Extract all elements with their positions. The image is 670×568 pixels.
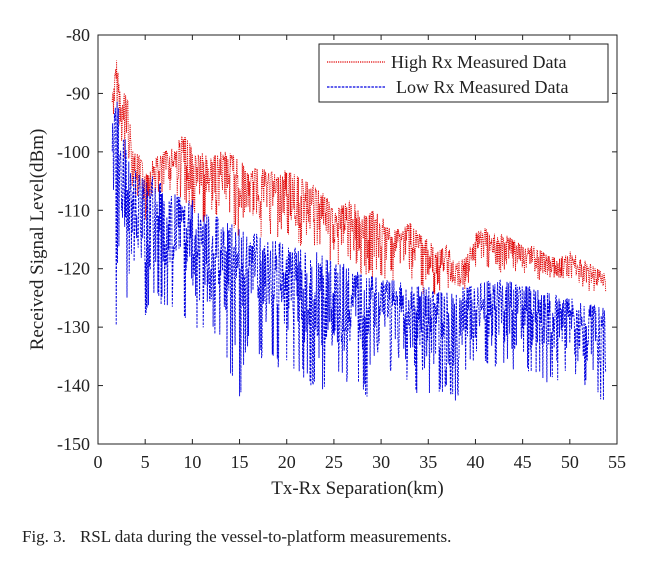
x-tick-label: 30 bbox=[372, 452, 390, 472]
y-tick-label: -130 bbox=[57, 317, 90, 337]
x-tick-label: 25 bbox=[325, 452, 343, 472]
y-tick-label: -110 bbox=[58, 200, 90, 220]
figure-caption: Fig. 3. RSL data during the vessel-to-pla… bbox=[22, 527, 451, 547]
legend: High Rx Measured Data Low Rx Measured Da… bbox=[318, 43, 609, 103]
y-tick-label: -90 bbox=[66, 83, 90, 103]
legend-label-high-rx: High Rx Measured Data bbox=[391, 52, 566, 72]
x-tick-label: 50 bbox=[561, 452, 579, 472]
x-axis-label: Tx-Rx Separation(km) bbox=[271, 478, 444, 499]
axis-ticks: 0 5 10 15 20 25 30 35 40 45 50 55 -80 -90 -100 -110 -120… bbox=[57, 25, 626, 472]
legend-box bbox=[318, 43, 609, 103]
x-tick-label: 45 bbox=[514, 452, 532, 472]
legend-label-low-rx: Low Rx Measured Data bbox=[396, 77, 568, 97]
x-tick-label: 35 bbox=[419, 452, 437, 472]
caption-text: RSL data during the vessel-to-platform m… bbox=[79, 527, 452, 546]
series-high-rx bbox=[111, 60, 607, 295]
x-tick-label: 40 bbox=[466, 452, 484, 472]
y-tick-label: -80 bbox=[66, 25, 90, 45]
chart-data-layer bbox=[111, 60, 607, 401]
x-tick-label: 0 bbox=[94, 452, 103, 472]
x-tick-label: 10 bbox=[183, 452, 201, 472]
y-tick-label: -150 bbox=[57, 434, 90, 454]
x-tick-label: 55 bbox=[608, 452, 626, 472]
y-axis-label: Received Signal Level(dBm) bbox=[27, 129, 48, 351]
y-tick-label: -140 bbox=[57, 376, 90, 396]
x-tick-label: 20 bbox=[278, 452, 296, 472]
series-low-rx bbox=[111, 101, 607, 401]
y-tick-label: -120 bbox=[57, 259, 90, 279]
caption-label: Fig. 3. bbox=[22, 527, 66, 546]
y-tick-label: -100 bbox=[57, 142, 90, 162]
rsl-chart: 0 5 10 15 20 25 30 35 40 45 50 55 -80 -90 -100 -110 -120… bbox=[27, 25, 626, 499]
plot-frame bbox=[97, 34, 618, 445]
series-line bbox=[111, 60, 607, 295]
x-tick-label: 5 bbox=[141, 452, 150, 472]
series-line bbox=[111, 101, 607, 401]
x-tick-label: 15 bbox=[231, 452, 249, 472]
